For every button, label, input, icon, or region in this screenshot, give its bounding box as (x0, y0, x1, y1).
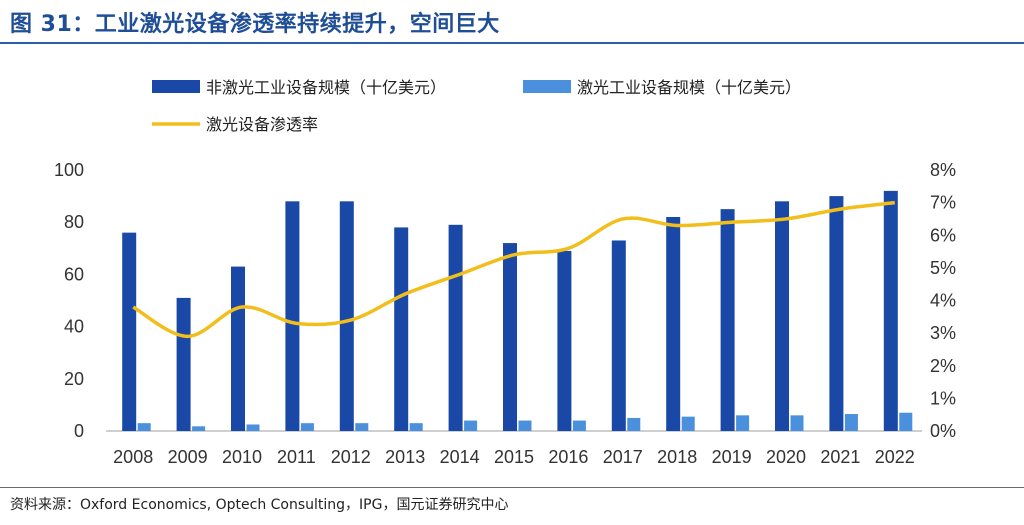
y-left-tick-label: 100 (54, 160, 84, 180)
y-left-tick-label: 0 (74, 421, 84, 441)
non-laser-bar (339, 201, 354, 431)
x-tick-label: 2013 (385, 447, 425, 467)
x-tick-label: 2022 (875, 447, 915, 467)
x-tick-label: 2017 (603, 447, 643, 467)
y-left-tick-label: 80 (64, 212, 84, 232)
laser-bar (300, 423, 314, 431)
non-laser-bar (176, 297, 191, 431)
laser-bar (464, 420, 478, 431)
x-tick-label: 2018 (657, 447, 697, 467)
x-tick-label: 2020 (766, 447, 806, 467)
legend-label-non-laser: 非激光工业设备规模（十亿美元） (206, 78, 446, 97)
y-right-tick-label: 6% (930, 225, 956, 245)
laser-bar (844, 414, 858, 431)
y-right-tick-label: 8% (930, 160, 956, 180)
x-tick-label: 2019 (712, 447, 752, 467)
x-tick-label: 2011 (277, 447, 316, 467)
laser-bar (736, 415, 750, 431)
x-tick-label: 2008 (113, 447, 153, 467)
laser-bar (409, 423, 423, 431)
y-right-tick-label: 5% (930, 258, 956, 278)
bar-series (122, 190, 913, 431)
chart-area: 非激光工业设备规模（十亿美元） 激光工业设备规模（十亿美元） 激光设备渗透率 0 20… (54, 78, 956, 467)
non-laser-bar (231, 266, 245, 431)
non-laser-bar (557, 250, 572, 431)
figure-title: 图 31：工业激光设备渗透率持续提升，空间巨大 (10, 12, 500, 37)
non-laser-bar (122, 232, 137, 431)
laser-bar (518, 420, 532, 431)
non-laser-bar (883, 190, 898, 431)
laser-bar (137, 423, 151, 431)
y-right-tick-label: 3% (930, 323, 956, 343)
x-tick-label: 2010 (222, 447, 262, 467)
y-right-tick-label: 7% (930, 193, 956, 213)
legend-swatch-laser (523, 80, 571, 93)
x-tick-label: 2016 (548, 447, 588, 467)
y-right-tick-label: 0% (930, 421, 956, 441)
y-right-tick-label: 1% (930, 388, 956, 408)
x-tick-label: 2014 (440, 447, 480, 467)
x-tick-label: 2009 (168, 447, 208, 467)
y-right-tick-label: 2% (930, 356, 956, 376)
non-laser-bar (611, 240, 626, 431)
laser-bar (681, 416, 695, 431)
non-laser-bar (666, 216, 681, 431)
x-tick-label: 2012 (331, 447, 371, 467)
laser-bar (627, 417, 641, 431)
figure-header: 图 31：工业激光设备渗透率持续提升，空间巨大 (0, 0, 1024, 44)
y-left-tick-label: 40 (64, 317, 84, 337)
source-note: 资料来源：Oxford Economics, Optech Consulting… (10, 497, 509, 513)
penetration-line (132, 200, 896, 339)
non-laser-bar (285, 201, 300, 431)
y-right-tick-label: 4% (930, 291, 956, 311)
laser-bar (572, 420, 586, 431)
legend-swatch-non-laser (152, 80, 200, 93)
y-left-tick-label: 20 (64, 369, 84, 389)
legend-label-laser: 激光工业设备规模（十亿美元） (577, 78, 801, 97)
laser-bar (899, 412, 913, 431)
non-laser-bar (448, 224, 463, 431)
non-laser-bar (720, 209, 735, 431)
non-laser-bar (394, 227, 409, 431)
footer-divider (0, 487, 1024, 488)
non-laser-bar (775, 201, 789, 431)
laser-bar (192, 426, 206, 431)
x-tick-label: 2021 (820, 447, 860, 467)
non-laser-bar (829, 196, 844, 431)
laser-bar (246, 424, 260, 431)
legend: 非激光工业设备规模（十亿美元） 激光工业设备规模（十亿美元） 激光设备渗透率 (152, 78, 801, 134)
laser-bar (790, 415, 804, 431)
laser-bar (355, 423, 369, 431)
line-series (132, 200, 896, 339)
legend-label-penetration: 激光设备渗透率 (206, 115, 318, 134)
x-tick-label: 2015 (494, 447, 534, 467)
y-left-tick-label: 60 (64, 264, 84, 284)
non-laser-bar (503, 243, 517, 431)
